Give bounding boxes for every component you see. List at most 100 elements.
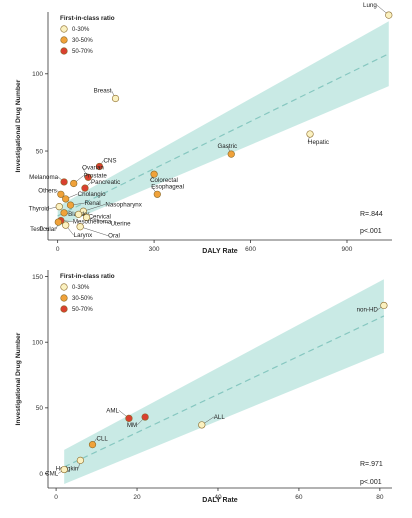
data-point [84, 173, 92, 181]
legend-label: 30-50% [72, 296, 93, 302]
point-label: Renal [85, 200, 101, 207]
data-point [54, 218, 62, 226]
legend-label: 50-70% [72, 49, 93, 55]
y-axis-title: Investigational Drug Number [15, 79, 22, 172]
data-point [125, 414, 133, 422]
data-point [306, 130, 314, 138]
y-tick-label: 0 [39, 471, 43, 478]
point-label: MM [127, 422, 137, 429]
point-label: Ovarian [82, 164, 104, 171]
y-tick-label: 0 [39, 226, 43, 233]
legend-swatch [60, 36, 68, 44]
legend-swatch [60, 25, 68, 33]
point-label: Lung [363, 2, 377, 9]
data-point [111, 94, 120, 103]
legend-title: First-in-class ratio [60, 15, 115, 22]
legend-label: 30-50% [72, 38, 93, 44]
x-tick-label: 300 [149, 246, 160, 253]
legend-swatch [60, 305, 68, 313]
point-leader [83, 204, 106, 212]
point-label: Cholangio [78, 191, 106, 198]
correlation-annotation: R=.844 [360, 211, 383, 218]
x-tick-label: 80 [376, 494, 384, 501]
p-value-annotation: p<.001 [360, 228, 382, 235]
point-leader [86, 217, 111, 224]
data-point [153, 190, 161, 198]
data-point [198, 421, 206, 429]
point-label: Pancreatic [91, 179, 120, 186]
legend-label: 0-30% [72, 285, 90, 291]
p-value-annotation: p<.001 [360, 479, 382, 486]
data-point [76, 456, 84, 464]
x-tick-label: 0 [56, 246, 60, 253]
data-point [57, 190, 65, 198]
point-label: Colorectal [150, 177, 178, 184]
chart-panel-2: 0 20 40 60 80 0 50 100 150 DALY Rate Investigation… [15, 270, 392, 504]
trend-line [57, 53, 390, 217]
data-point [62, 195, 70, 203]
data-point [66, 201, 75, 209]
data-point [76, 223, 84, 231]
legend: First-in-class ratio 0-30% 30-50% 50-70% [60, 273, 115, 313]
data-point [60, 209, 68, 217]
data-point [55, 203, 63, 211]
data-point [150, 170, 158, 178]
data-point [227, 150, 235, 158]
data-point [141, 413, 149, 421]
x-tick-label: 0 [54, 494, 58, 501]
chart-panel-1: 0 300 600 900 0 50 100 DALY Rate Investigational… [15, 2, 393, 255]
point-label: Mesothelioma [73, 219, 112, 226]
data-point [81, 184, 89, 192]
x-tick-label: 60 [295, 494, 303, 501]
legend-label: 0-30% [72, 27, 90, 33]
legend-title: First-in-class ratio [60, 273, 115, 280]
point-label: CNS [103, 157, 116, 164]
legend: First-in-class ratio 0-30% 30-50% 50-70% [60, 15, 115, 55]
point-label: Thyroid [29, 206, 50, 213]
data-point [70, 179, 78, 188]
point-label: Larynx [74, 232, 93, 239]
data-point [62, 221, 70, 229]
data-point [380, 301, 388, 310]
trend-line [63, 315, 385, 468]
y-tick-label: 100 [32, 71, 43, 78]
point-label: Breast [94, 88, 112, 95]
data-point [74, 210, 83, 218]
point-label: Cervical [89, 213, 111, 220]
legend-swatch [60, 47, 68, 55]
point-label: Hepatic [308, 139, 329, 146]
y-tick-label: 50 [36, 148, 44, 155]
point-label: non-HD [357, 306, 379, 313]
point-label: Nasopharynx [105, 201, 142, 208]
point-label: CLL [97, 436, 109, 443]
y-tick-label: 100 [32, 340, 43, 347]
point-label: AML [106, 407, 119, 414]
point-label: Esophageal [151, 183, 184, 190]
y-tick-label: 150 [32, 274, 43, 281]
point-leader [80, 226, 109, 236]
data-point [82, 213, 91, 222]
point-label: Testicular [30, 226, 56, 233]
confidence-band [64, 279, 384, 484]
data-point [60, 465, 68, 474]
point-label: Others [38, 187, 57, 194]
point-label: Melanoma [29, 174, 58, 181]
data-point [95, 162, 104, 171]
confidence-band [57, 21, 389, 227]
correlation-annotation: R=.971 [360, 461, 383, 468]
point-label: ALL [214, 414, 226, 421]
x-axis-title: DALY Rate [202, 497, 238, 504]
data-point [385, 11, 393, 19]
y-axis-title: Investigational Drug Number [15, 332, 22, 425]
data-point [60, 178, 68, 186]
point-label: Oral [108, 233, 120, 240]
x-tick-label: 600 [245, 246, 256, 253]
x-axis-title: DALY Rate [202, 248, 238, 255]
point-label: Uterine [111, 220, 132, 227]
legend-swatch [60, 283, 68, 291]
x-tick-label: 20 [133, 494, 141, 501]
point-label: CML [45, 471, 59, 478]
y-tick-label: 50 [36, 405, 44, 412]
x-tick-label: 40 [214, 494, 222, 501]
